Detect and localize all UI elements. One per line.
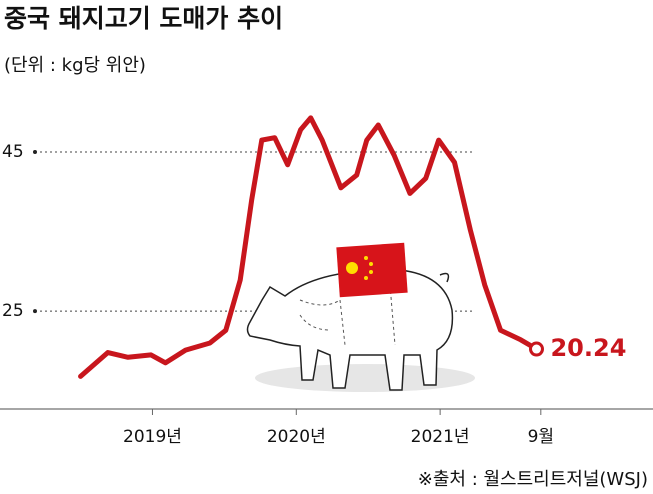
flag-star xyxy=(369,262,373,266)
flag-star xyxy=(364,256,368,260)
flag-star xyxy=(346,262,358,274)
chart-subtitle: (단위 : kg당 위안) xyxy=(4,55,146,76)
pig-tail xyxy=(439,272,450,283)
x-tick-label: 2019년 xyxy=(123,427,182,447)
y-tick-label: 25 xyxy=(2,301,24,321)
y-tick-mark xyxy=(33,150,37,155)
pig-shadow xyxy=(255,364,475,392)
price-line xyxy=(78,115,539,379)
y-tick-label: 45 xyxy=(2,142,24,162)
value-label: 20.24 xyxy=(550,334,626,362)
chart-title: 중국 돼지고기 도매가 추이 xyxy=(4,4,283,33)
x-tick-label: 2021년 xyxy=(411,427,470,447)
flag-star xyxy=(364,276,368,280)
x-tick-label: 2020년 xyxy=(267,427,326,447)
y-tick-mark xyxy=(33,309,37,314)
flag-star xyxy=(369,270,373,274)
illustration xyxy=(246,242,475,392)
source: ※출처 : 월스트리트저널(WSJ) xyxy=(418,469,648,490)
last-point xyxy=(528,341,544,357)
x-tick-label: 9월 xyxy=(528,427,554,447)
china-flag xyxy=(336,242,408,298)
